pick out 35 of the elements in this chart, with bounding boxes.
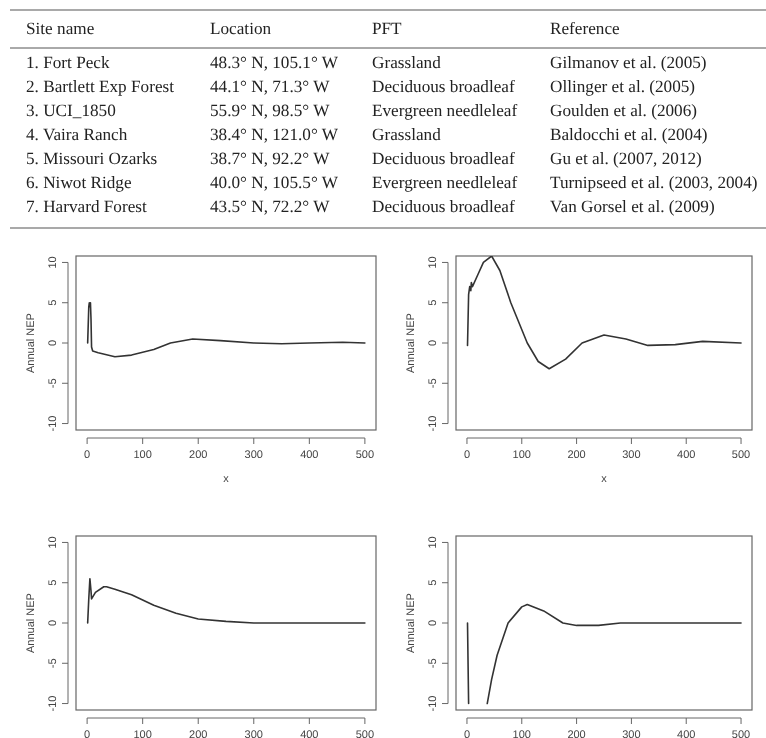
text: Baldocchi et al. (2004) (550, 124, 708, 144)
text: 3. UCI_1850 (26, 100, 116, 120)
text: 38.4° N, 121.0° W (210, 124, 340, 144)
text: Grassland (372, 124, 443, 144)
text: 1. Fort Peck (26, 52, 111, 72)
text: Van Gorsel et al. (2009) (550, 196, 715, 216)
text: Ollinger et al. (2005) (550, 76, 696, 96)
line-series (86, 301, 366, 358)
text: Reference (550, 18, 621, 38)
line-series (466, 256, 742, 370)
text: 55.9° N, 98.5° W (210, 100, 332, 120)
text: 38.7° N, 92.2° W (210, 148, 332, 168)
text: Goulden et al. (2006) (550, 100, 698, 120)
text: Gu et al. (2007, 2012) (550, 148, 703, 168)
text: Turnipseed et al. (2003, 2004) (550, 172, 758, 192)
text: Site name (26, 18, 95, 38)
text: Grassland (372, 52, 443, 72)
line-series (86, 577, 366, 624)
text: Deciduous broadleaf (372, 196, 515, 216)
text: 44.1° N, 71.3° W (210, 76, 332, 96)
text: PFT (372, 18, 404, 38)
text: Deciduous broadleaf (372, 76, 515, 96)
text: Gilmanov et al. (2005) (550, 52, 707, 72)
text: 6. Niwot Ridge (26, 172, 132, 192)
text: 48.3° N, 105.1° W (210, 52, 340, 72)
text: 7. Harvard Forest (26, 196, 148, 216)
text: Evergreen needleleaf (372, 100, 518, 120)
text: 4. Vaira Ranch (26, 124, 129, 144)
text: Location (210, 18, 273, 38)
text: 2. Bartlett Exp Forest (26, 76, 176, 96)
text: 5. Missouri Ozarks (26, 148, 159, 168)
text: Evergreen needleleaf (372, 172, 518, 192)
text: 40.0° N, 105.5° W (210, 172, 340, 192)
text: Deciduous broadleaf (372, 148, 515, 168)
text: 43.5° N, 72.2° W (210, 196, 332, 216)
